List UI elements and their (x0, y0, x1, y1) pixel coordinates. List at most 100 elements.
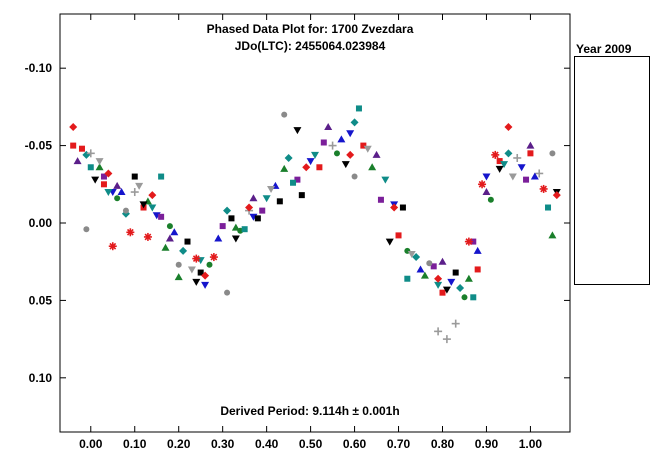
data-point-791 (108, 242, 117, 251)
data-point-876 (434, 274, 443, 283)
y-tick-label: 0.05 (29, 293, 53, 307)
data-point-808 (470, 294, 477, 301)
data-point-779 (201, 281, 210, 289)
legend-box (574, 56, 650, 285)
data-point-782 (158, 213, 165, 220)
data-point-790 (298, 192, 305, 199)
y-tick-label: 0.00 (29, 216, 53, 230)
data-point-776 (360, 142, 367, 149)
data-point-876 (346, 150, 355, 159)
data-point-780 (504, 149, 513, 158)
data-point-781 (535, 169, 544, 178)
data-point-782 (100, 173, 107, 180)
data-point-782 (320, 139, 327, 146)
data-point-790 (131, 173, 138, 180)
data-point-876 (390, 203, 399, 212)
data-point-780 (82, 150, 91, 159)
data-point-791 (539, 184, 548, 193)
data-point-795 (508, 173, 517, 181)
x-tick-label: 0.30 (211, 437, 235, 451)
data-point-787 (148, 204, 157, 212)
data-point-785 (461, 294, 468, 301)
data-point-787 (262, 195, 271, 203)
data-point-781 (434, 327, 443, 336)
data-point-876 (504, 123, 513, 132)
data-point-875 (341, 161, 350, 169)
x-tick-label: 0.50 (299, 437, 323, 451)
data-point-781 (86, 149, 95, 158)
data-point-787 (434, 281, 443, 289)
data-point-790 (228, 215, 235, 222)
data-point-873 (224, 289, 231, 296)
data-point-787 (311, 151, 319, 159)
data-point-874 (482, 188, 491, 196)
data-point-786 (416, 265, 425, 273)
data-point-873 (351, 173, 358, 180)
data-point-786 (170, 228, 179, 236)
data-point-875 (91, 176, 100, 184)
data-point-782 (294, 176, 301, 183)
data-point-795 (95, 158, 104, 166)
data-point-874 (73, 157, 82, 165)
data-point-778 (95, 163, 104, 171)
data-point-876 (552, 191, 561, 200)
data-point-778 (420, 271, 429, 279)
data-point-790 (399, 204, 406, 211)
data-point-780 (456, 284, 465, 293)
y-tick-label: -0.10 (25, 61, 53, 75)
x-tick-label: 0.20 (167, 437, 191, 451)
data-point-875 (139, 201, 148, 209)
data-point-781 (513, 153, 522, 162)
data-point-786 (473, 246, 482, 254)
data-point-790 (254, 215, 261, 222)
data-point-808 (404, 275, 411, 282)
data-point-791 (478, 180, 487, 189)
data-point-795 (407, 250, 416, 258)
data-point-780 (350, 118, 359, 127)
data-point-785 (333, 150, 340, 157)
data-point-874 (526, 141, 535, 149)
data-point-874 (165, 234, 174, 242)
data-point-776 (316, 164, 323, 171)
data-point-785 (206, 261, 213, 268)
data-point-875 (231, 235, 240, 243)
legend-title: Year 2009 (576, 42, 632, 56)
data-point-786 (530, 172, 539, 180)
data-point-790 (197, 269, 204, 276)
data-point-874 (438, 257, 447, 265)
data-point-780 (284, 153, 293, 162)
chart-subtitle: JDo(LTC): 2455064.023984 (234, 39, 386, 53)
data-point-874 (113, 181, 122, 189)
data-point-876 (245, 203, 254, 212)
data-point-875 (495, 165, 504, 173)
data-point-776 (496, 158, 503, 165)
data-point-874 (372, 150, 381, 158)
data-point-791 (209, 253, 218, 262)
data-point-778 (174, 273, 183, 281)
x-tick-label: 0.70 (387, 437, 411, 451)
data-point-808 (355, 105, 362, 112)
data-point-790 (452, 269, 459, 276)
data-point-873 (175, 261, 182, 268)
data-point-779 (517, 164, 526, 172)
data-point-778 (368, 163, 377, 171)
data-point-874 (324, 123, 333, 131)
data-point-876 (302, 163, 311, 172)
data-point-785 (166, 223, 173, 230)
y-tick-label: -0.05 (25, 139, 53, 153)
data-point-782 (430, 263, 437, 270)
data-point-776 (78, 145, 85, 152)
data-point-782 (470, 238, 477, 245)
y-axis-ticks: -0.10 -0.05 0.00 0.05 0.10 (25, 61, 570, 385)
x-axis-ticks: 0.00 0.10 0.20 0.30 0.40 0.50 0.60 0.70 0.80 0.90… (79, 14, 542, 451)
data-points (69, 105, 561, 344)
data-point-778 (464, 274, 473, 282)
data-point-791 (143, 232, 152, 241)
data-point-776 (439, 289, 446, 296)
data-point-873 (549, 150, 556, 157)
data-point-787 (104, 189, 113, 197)
data-point-808 (241, 226, 248, 233)
data-point-875 (293, 127, 302, 135)
data-point-790 (184, 238, 191, 245)
data-point-786 (214, 234, 223, 242)
